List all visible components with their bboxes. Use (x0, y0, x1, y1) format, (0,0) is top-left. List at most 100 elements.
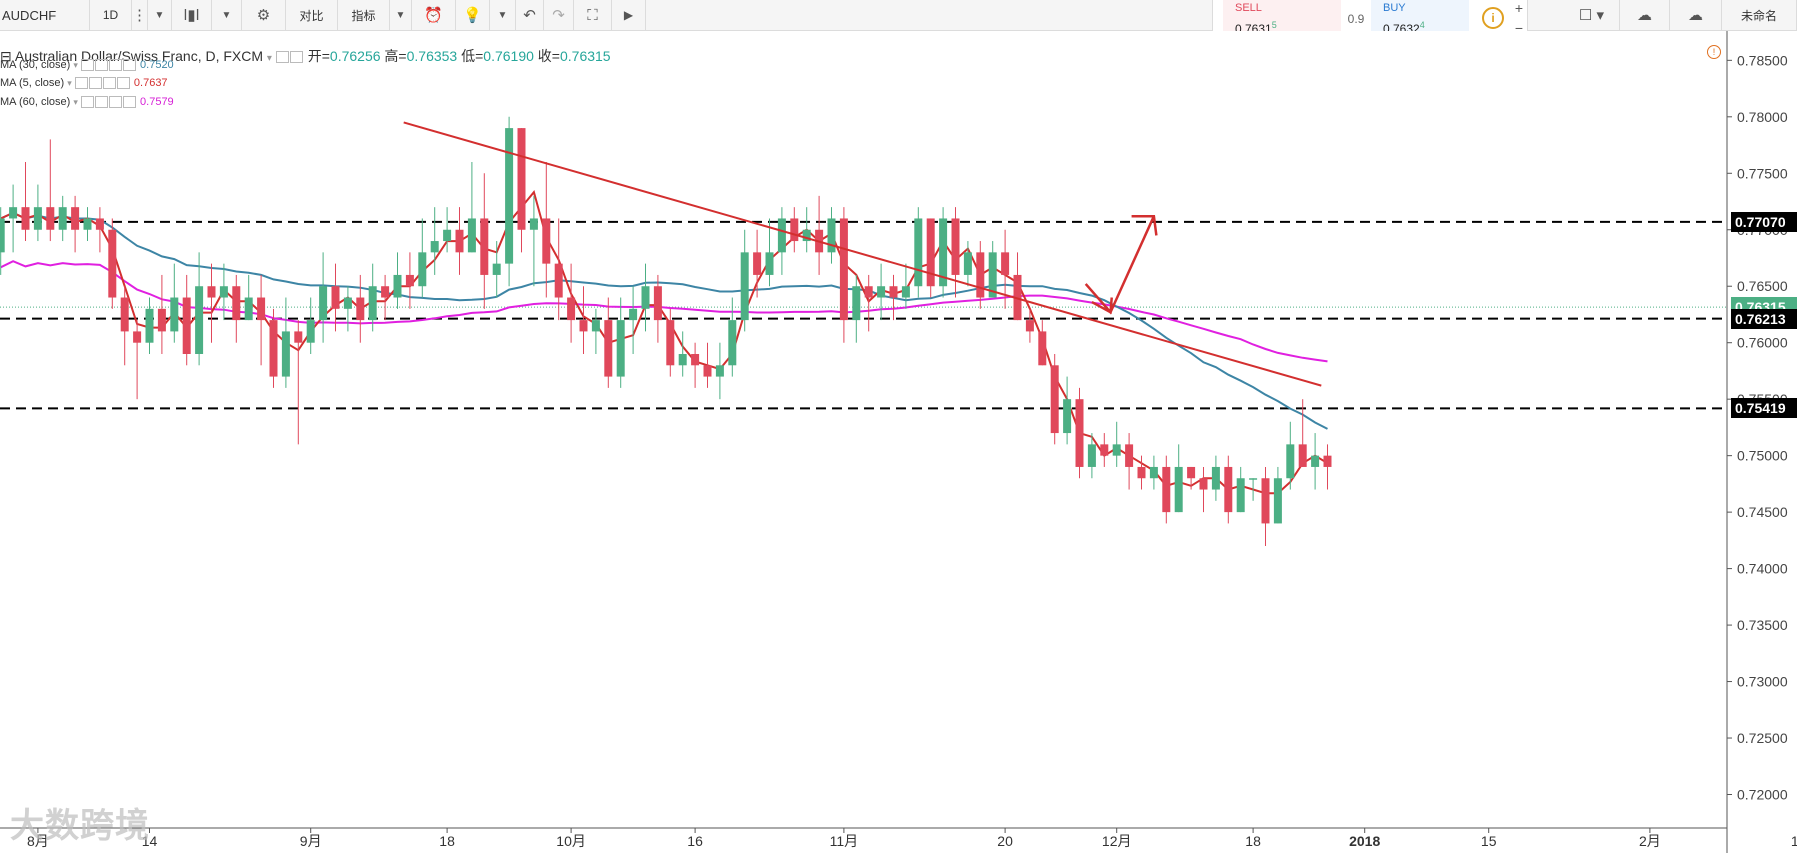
plus-icon[interactable] (108, 96, 122, 109)
warning-icon[interactable]: ! (1707, 45, 1721, 59)
ma5-value: 0.7637 (133, 77, 168, 89)
y-tick-label: 0.73000 (1737, 674, 1788, 690)
close-icon[interactable] (116, 77, 130, 90)
candle-up (728, 320, 737, 366)
eye-icon[interactable] (275, 51, 289, 64)
undo-icon[interactable]: ↶ (516, 0, 544, 30)
candle-down (567, 297, 576, 321)
low-label: 低= (461, 48, 484, 64)
collapse-icon[interactable]: ⊟ (0, 48, 15, 64)
layout-square-icon[interactable]: ☐ ▾ (1564, 0, 1620, 30)
candle-up (852, 286, 861, 321)
candle-up (629, 308, 638, 321)
candle-down (257, 297, 266, 321)
eye-icon[interactable] (80, 96, 94, 109)
candle-down (653, 286, 662, 321)
candle-up (1174, 466, 1183, 513)
candle-down (790, 218, 799, 242)
candlestick-type-icon[interactable]: ǀ▮ǀ (172, 0, 212, 30)
candle-down (1001, 252, 1010, 275)
candle-down (1199, 478, 1208, 490)
ma60-name: MA (60, close) (0, 96, 71, 108)
eye-icon[interactable] (74, 77, 88, 90)
interval-button[interactable]: 1D (90, 0, 132, 30)
candle-down (157, 308, 166, 332)
candle-up (1211, 466, 1220, 490)
x-tick-label: 20 (997, 833, 1013, 849)
candle-up (244, 297, 253, 321)
candle-down (21, 207, 30, 230)
ma60-legend: MA (60, close) ▾ 0.7579 (0, 96, 174, 109)
close-icon[interactable] (122, 59, 136, 72)
candle-up (467, 218, 476, 253)
x-tick-label: 2月 (1639, 833, 1661, 849)
x-tick-label: 10月 (556, 833, 586, 849)
ideas-dropdown-icon[interactable]: ▼ (490, 0, 516, 30)
settings-icon[interactable] (94, 59, 108, 72)
close-icon[interactable] (122, 96, 136, 109)
lightbulb-icon[interactable]: 💡 (456, 0, 490, 30)
candle-up (0, 218, 5, 253)
fullscreen-icon[interactable]: ⛶ (574, 0, 612, 30)
candle-down (269, 320, 278, 377)
indicators-button[interactable]: 指标 (338, 0, 390, 30)
candle-down (864, 286, 873, 298)
compare-button[interactable]: 对比 (286, 0, 338, 30)
plus-icon[interactable] (102, 77, 116, 90)
info-icon[interactable]: i (1482, 7, 1504, 29)
candle-down (542, 218, 551, 264)
redo-icon[interactable]: ↷ (544, 0, 574, 30)
candle-down (1038, 331, 1047, 366)
candle-up (827, 218, 836, 253)
ma30-value: 0.7520 (140, 59, 174, 71)
open-label: 开= (307, 48, 330, 64)
candle-down (381, 286, 390, 298)
candle-down (1187, 466, 1196, 479)
trendline-resistance (403, 121, 1322, 387)
candle-up (505, 128, 514, 264)
candle-up (1087, 444, 1096, 467)
candle-up (430, 241, 439, 253)
candle-up (988, 252, 997, 298)
plot-background (0, 31, 1727, 828)
settings-icon[interactable] (88, 77, 102, 90)
candle-down (133, 331, 142, 343)
plus-icon[interactable] (108, 59, 122, 72)
candle-down (666, 320, 675, 366)
x-tick-label: 18 (1245, 833, 1261, 849)
plus-icon[interactable]: + (1514, 0, 1524, 16)
minus-icon[interactable]: − (1514, 20, 1524, 36)
candle-up (740, 252, 749, 321)
low-value: 0.76190 (483, 48, 534, 64)
chart-type-dropdown-icon[interactable]: ▼ (212, 0, 242, 30)
more-vertical-icon[interactable]: ⋮ (132, 0, 148, 30)
candle-up (83, 218, 92, 230)
candle-down (294, 331, 303, 343)
settings-icon[interactable] (289, 51, 303, 64)
symbol-search[interactable]: AUDCHF (0, 0, 90, 30)
chevron-down-icon[interactable]: ▼ (148, 0, 172, 30)
legend-dropdown-icon[interactable]: ▾ (266, 53, 272, 64)
forecast-arrow-pivot (1091, 297, 1113, 315)
indicators-dropdown-icon[interactable]: ▼ (390, 0, 412, 30)
cloud-load-icon[interactable]: ☁ (1620, 0, 1670, 30)
eye-icon[interactable] (80, 59, 94, 72)
settings-gear-icon[interactable]: ⚙ (242, 0, 286, 30)
settings-icon[interactable] (94, 96, 108, 109)
price-box-support-2: 0.75419 (1731, 398, 1797, 419)
y-tick-label: 0.73500 (1737, 617, 1788, 633)
candle-down (889, 286, 898, 298)
play-replay-icon[interactable]: ▶ (612, 0, 646, 30)
layout-name-label: 未命名 (1740, 8, 1777, 23)
x-tick-label: 15 (1481, 833, 1497, 849)
ma30-name: MA (30, close) (0, 59, 71, 71)
alert-clock-icon[interactable]: ⏰ (412, 0, 456, 30)
candle-down (1224, 466, 1233, 513)
candle-down (480, 218, 489, 275)
cloud-save-icon[interactable]: ☁ (1670, 0, 1722, 30)
candle-down (1025, 320, 1034, 332)
y-tick-label: 0.78500 (1737, 52, 1788, 68)
candle-up (492, 263, 501, 275)
candle-down (46, 207, 55, 230)
